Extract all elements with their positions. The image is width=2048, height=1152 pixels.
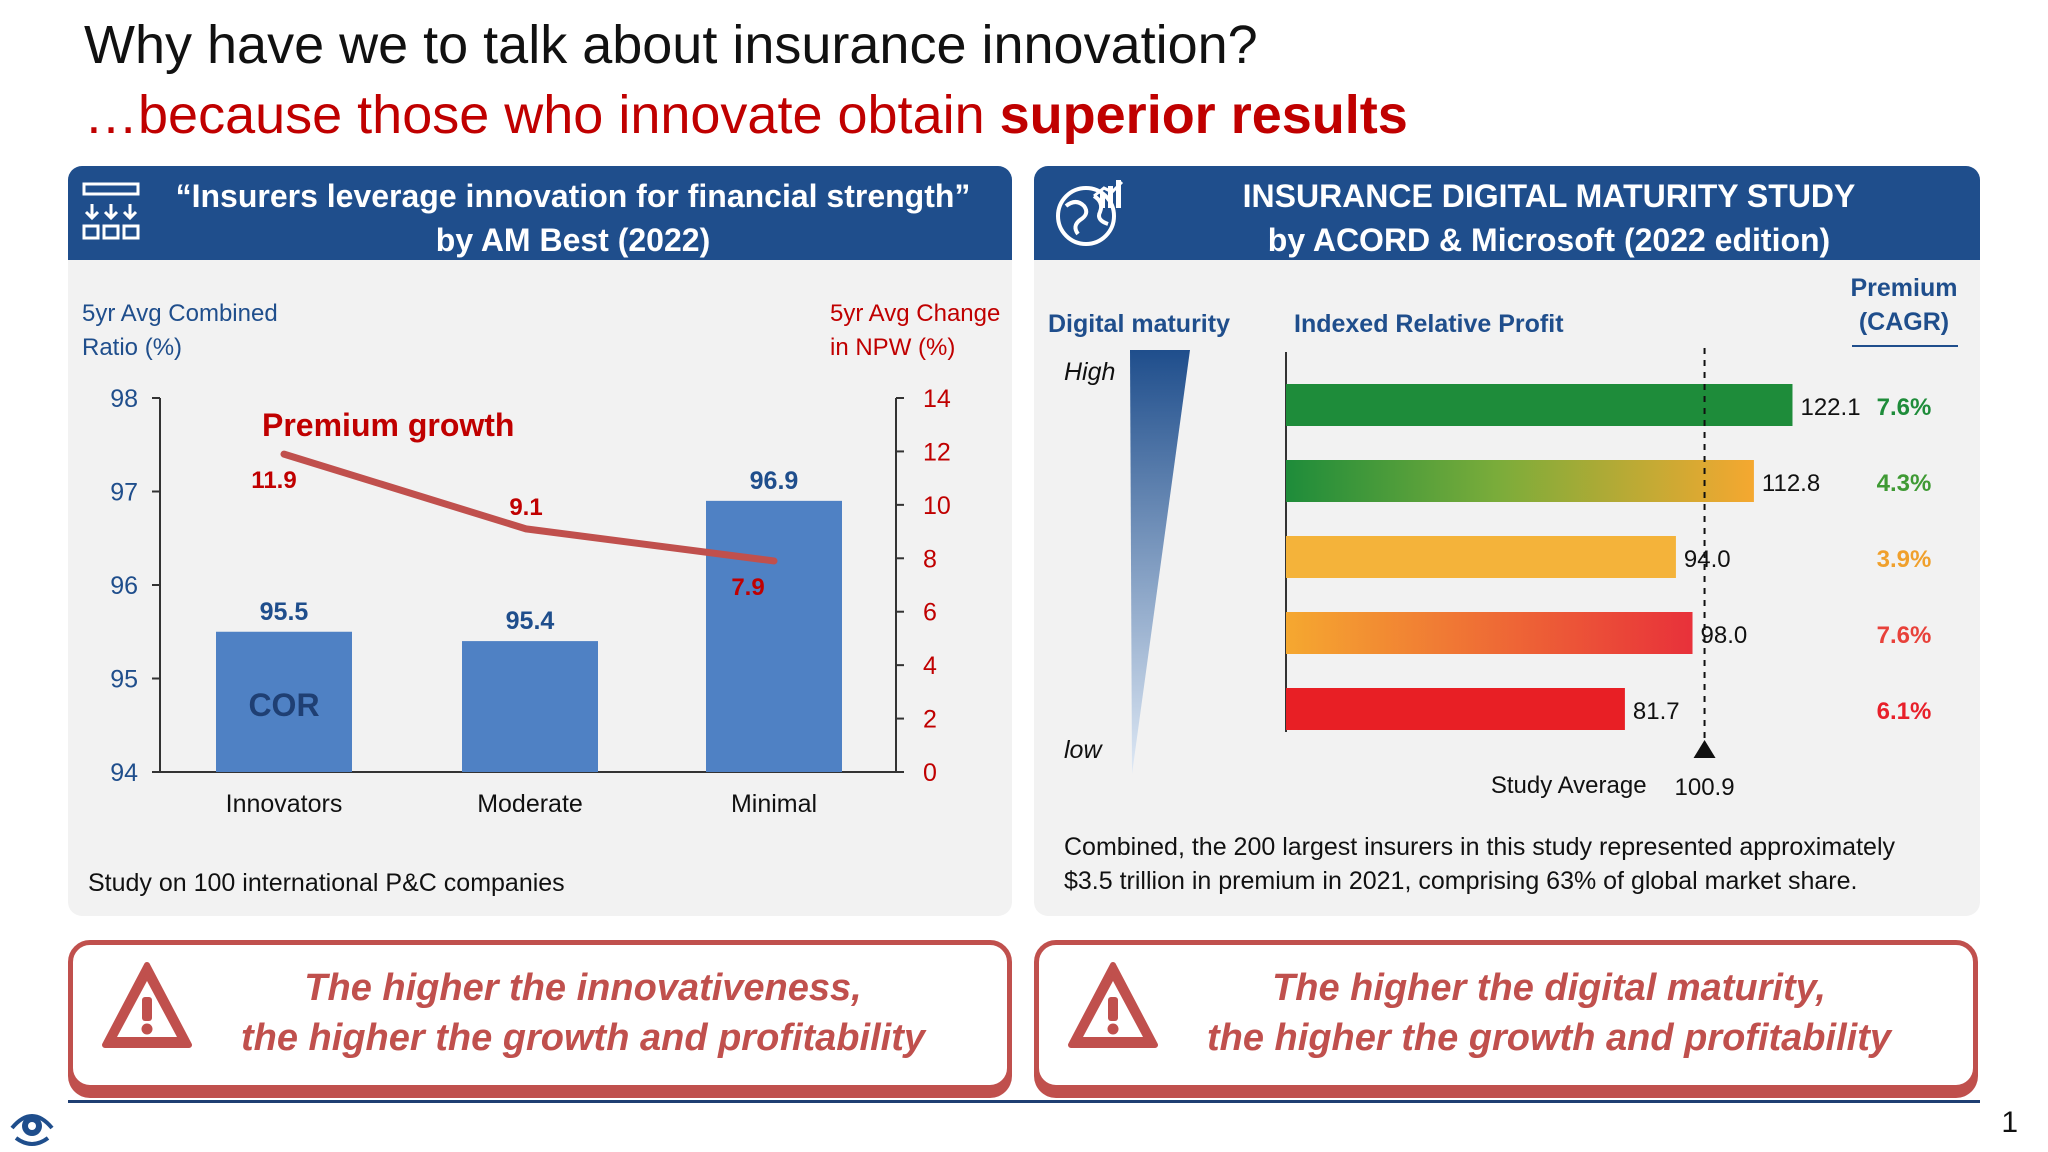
right-tick-label: 4 — [923, 652, 937, 680]
premium-growth-value: 7.9 — [731, 574, 764, 601]
maturity-wedge — [1130, 350, 1190, 774]
digital-maturity-header-line2: by ACORD & Microsoft (2022 edition) — [1267, 222, 1831, 258]
profit-bar — [1286, 460, 1754, 502]
right-axis-title: in NPW (%) — [830, 334, 955, 361]
innovation-callout-line2: the higher the growth and profitability — [241, 1017, 925, 1059]
subtitle-prefix: …because those who innovate obtain — [84, 85, 1000, 145]
study-note: Study on 100 international P&C companies — [88, 869, 565, 897]
study-scope-line1: Combined, the 200 largest insurers in th… — [1064, 833, 1895, 861]
digital-maturity-header: INSURANCE DIGITAL MATURITY STUDY by ACOR… — [1034, 166, 1980, 260]
globe-chart-icon — [1056, 180, 1124, 246]
study-scope-note: Combined, the 200 largest insurers in th… — [1064, 830, 1895, 898]
chart-grid-icon — [82, 182, 140, 240]
footer-divider — [68, 1100, 1980, 1103]
relative-profit-chart: Digital maturity High low Indexed Relative … — [1048, 274, 1958, 801]
right-axis-title: 5yr Avg Change — [830, 300, 1000, 327]
category-label: Innovators — [226, 790, 343, 818]
digital-maturity-panel: INSURANCE DIGITAL MATURITY STUDY by ACOR… — [1034, 166, 1980, 916]
profit-value-label: 112.8 — [1762, 470, 1820, 497]
cor-bar-innovators — [216, 631, 352, 772]
right-tick-label: 10 — [923, 492, 951, 520]
premium-cagr-value: 7.6% — [1877, 622, 1932, 649]
premium-growth-value: 9.1 — [509, 494, 542, 521]
premium-cagr-value: 7.6% — [1877, 394, 1932, 421]
cor-value-label: 96.9 — [750, 467, 799, 495]
cor-value-label: 95.4 — [506, 607, 555, 635]
profit-bar — [1286, 688, 1625, 730]
right-tick-label: 0 — [923, 759, 937, 787]
warning-icon — [102, 962, 192, 1048]
left-tick-label: 97 — [110, 479, 138, 507]
premium-cagr-value: 6.1% — [1877, 698, 1932, 725]
right-tick-label: 6 — [923, 599, 937, 627]
digital-callout-line1: The higher the digital maturity, — [1272, 967, 1826, 1009]
am-best-header: “Insurers leverage innovation for financ… — [68, 166, 1012, 260]
study-scope-line2: $3.5 trillion in premium in 2021, compri… — [1064, 867, 1858, 895]
profit-value-label: 94.0 — [1684, 546, 1731, 573]
page-title: Why have we to talk about insurance inno… — [84, 15, 1258, 75]
study-average-marker — [1693, 740, 1716, 758]
premium-cagr-value: 4.3% — [1877, 470, 1932, 497]
premium-growth-title: Premium growth — [262, 407, 514, 443]
digital-maturity-label: Digital maturity — [1048, 310, 1230, 338]
cor-bar-label: COR — [248, 687, 319, 723]
innovation-callout: The higher the innovativeness, the highe… — [68, 940, 1012, 1090]
page-number: 1 — [2001, 1106, 2018, 1139]
right-tick-label: 12 — [923, 438, 951, 466]
right-tick-label: 8 — [923, 545, 937, 573]
profit-value-label: 81.7 — [1633, 698, 1680, 725]
cor-bar-minimal — [706, 500, 842, 772]
digital-callout: The higher the digital maturity, the hig… — [1034, 940, 1978, 1090]
maturity-low-label: low — [1064, 736, 1103, 764]
study-average-value: 100.9 — [1675, 774, 1735, 801]
left-tick-label: 94 — [110, 759, 138, 787]
left-axis-title: Ratio (%) — [82, 334, 182, 361]
right-tick-label: 2 — [923, 706, 937, 734]
premium-cagr-value: 3.9% — [1877, 546, 1932, 573]
premium-growth-value: 11.9 — [251, 467, 296, 494]
category-label: Minimal — [731, 790, 817, 818]
cor-bar-moderate — [462, 641, 598, 772]
innovation-callout-line1: The higher the innovativeness, — [304, 967, 862, 1009]
am-best-header-line1: “Insurers leverage innovation for financ… — [175, 178, 971, 214]
premium-header-cagr: (CAGR) — [1859, 308, 1949, 336]
right-tick-label: 14 — [923, 385, 951, 413]
warning-icon — [1068, 962, 1158, 1048]
company-logo-icon — [10, 1114, 54, 1146]
left-axis-title: 5yr Avg Combined — [82, 300, 278, 327]
left-tick-label: 96 — [110, 572, 138, 600]
study-average-label: Study Average — [1491, 772, 1647, 799]
left-tick-label: 95 — [110, 666, 138, 694]
digital-callout-line2: the higher the growth and profitability — [1207, 1017, 1891, 1059]
cor-value-label: 95.5 — [260, 598, 309, 626]
am-best-panel: “Insurers leverage innovation for financ… — [68, 166, 1012, 916]
digital-maturity-header-line1: INSURANCE DIGITAL MATURITY STUDY — [1242, 178, 1856, 214]
am-best-header-line2: by AM Best (2022) — [435, 222, 711, 258]
premium-header: Premium — [1851, 274, 1958, 302]
maturity-high-label: High — [1064, 358, 1115, 386]
left-tick-label: 98 — [110, 385, 138, 413]
profit-value-label: 122.1 — [1800, 394, 1860, 421]
profit-chart-title: Indexed Relative Profit — [1294, 310, 1564, 338]
category-label: Moderate — [477, 790, 583, 818]
profit-value-label: 98.0 — [1701, 622, 1748, 649]
profit-bar — [1286, 536, 1676, 578]
profit-bar — [1286, 384, 1793, 426]
combined-ratio-chart: 5yr Avg Combined Ratio (%) 5yr Avg Change i… — [82, 300, 1000, 818]
subtitle-emphasis: superior results — [999, 85, 1408, 145]
profit-bar — [1286, 612, 1693, 654]
page-subtitle: …because those who innovate obtain super… — [84, 84, 1408, 146]
premium-growth-line — [280, 450, 778, 565]
